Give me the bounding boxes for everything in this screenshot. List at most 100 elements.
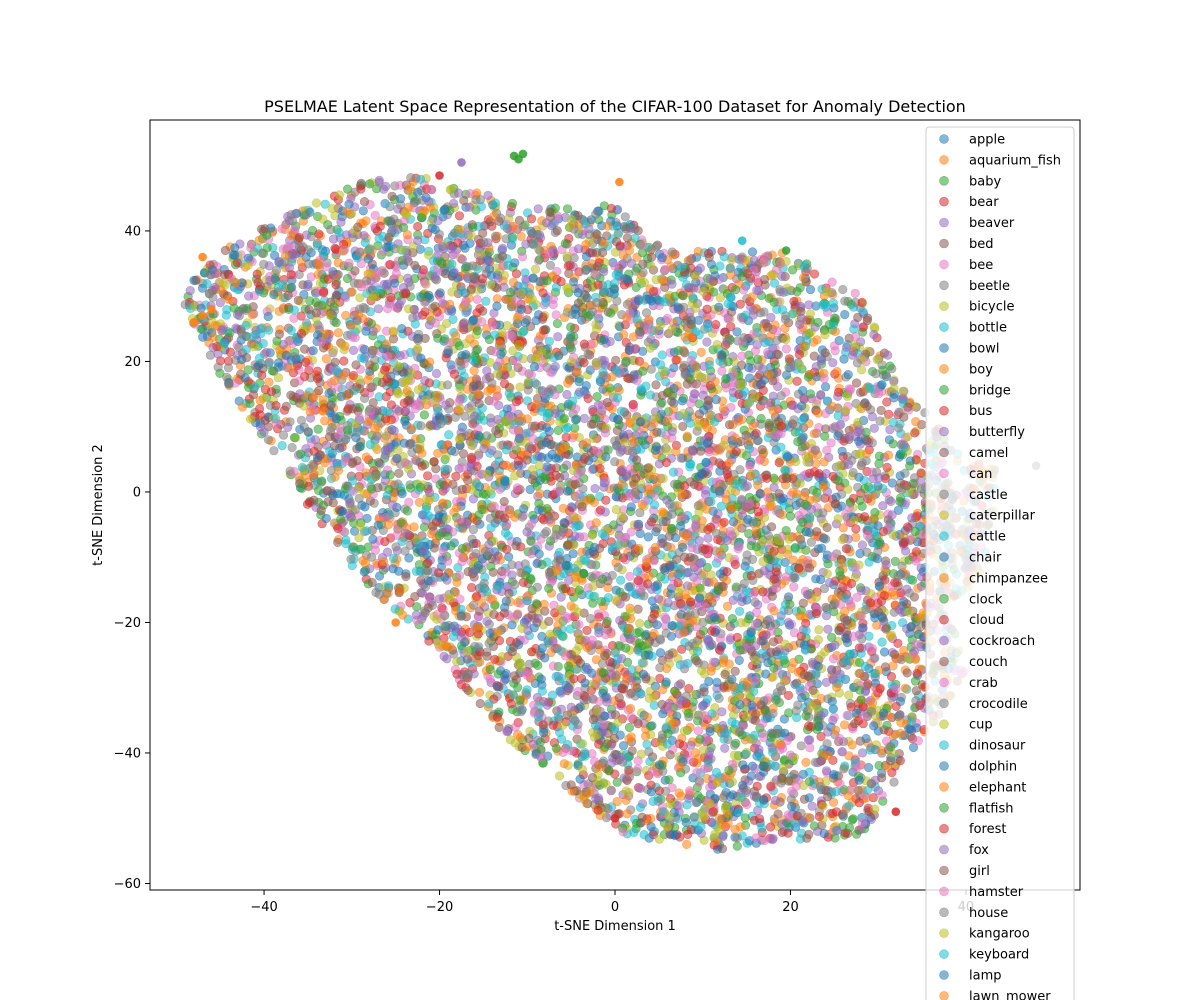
scatter-point-baby <box>602 616 612 626</box>
scatter-point-crab <box>745 461 755 472</box>
scatter-point-castle <box>541 526 552 537</box>
scatter-point-dolphin <box>404 553 414 563</box>
scatter-point-boy <box>657 507 668 517</box>
scatter-point-lawn_mower <box>451 331 461 341</box>
scatter-point-cloud <box>454 211 465 221</box>
scatter-point-bridge <box>835 566 845 576</box>
scatter-point-bicycle <box>636 749 646 759</box>
scatter-point-girl <box>220 245 230 255</box>
scatter-point-baby <box>895 497 905 507</box>
scatter-point-lamp <box>643 532 653 542</box>
scatter-point-bed <box>281 401 291 411</box>
scatter-point-dolphin <box>269 289 279 300</box>
scatter-point-boy <box>625 703 636 714</box>
scatter-point-cattle <box>629 827 639 838</box>
scatter-point-aquarium_fish <box>737 414 747 425</box>
scatter-point-house <box>747 554 758 565</box>
scatter-point-bee <box>366 406 376 416</box>
scatter-point-crab <box>472 294 482 305</box>
scatter-point-bed <box>773 809 783 819</box>
scatter-point-bee <box>370 545 381 555</box>
scatter-point-clock <box>415 482 426 492</box>
scatter-point-bottle <box>557 631 567 641</box>
scatter-point-lawn_mower <box>769 606 779 616</box>
scatter-point-beetle <box>468 524 479 535</box>
scatter-point-beaver <box>783 617 794 628</box>
scatter-point-butterfly <box>401 405 411 416</box>
scatter-point-beaver <box>590 483 600 494</box>
scatter-point-cloud <box>882 397 892 407</box>
scatter-point-bed <box>666 396 677 407</box>
scatter-point-bottle <box>481 296 491 306</box>
scatter-point-crocodile <box>796 741 806 751</box>
scatter-point-bottle <box>479 415 489 425</box>
scatter-point-camel <box>387 191 397 201</box>
scatter-point-butterfly <box>759 566 769 576</box>
scatter-point-chair <box>599 334 609 345</box>
scatter-point-aquarium_fish <box>644 571 654 581</box>
scatter-point-bicycle <box>337 339 347 349</box>
scatter-point-bus <box>661 457 672 468</box>
scatter-point-keyboard <box>547 690 558 700</box>
scatter-point-cloud <box>746 570 757 581</box>
scatter-point-bus <box>569 674 579 684</box>
scatter-point-bed <box>283 290 293 301</box>
scatter-point-bicycle <box>273 373 284 383</box>
scatter-point-caterpillar <box>311 198 322 208</box>
scatter-point-bowl <box>308 346 318 356</box>
scatter-point-caterpillar <box>712 340 722 350</box>
scatter-point-dinosaur <box>642 739 652 749</box>
scatter-point-camel <box>665 750 675 760</box>
scatter-point-kangaroo <box>778 762 788 772</box>
scatter-point-cockroach <box>706 817 717 828</box>
scatter-point-beaver <box>695 263 705 273</box>
scatter-point-cockroach <box>768 833 778 844</box>
scatter-point-dinosaur <box>775 616 785 627</box>
scatter-point-fox <box>717 707 727 717</box>
scatter-point-bee <box>692 767 702 778</box>
scatter-point-bed <box>730 666 740 676</box>
scatter-point-couch <box>757 445 767 455</box>
scatter-point-clock <box>243 365 253 375</box>
scatter-point-baby <box>534 498 544 508</box>
scatter-point-cup <box>530 353 540 363</box>
scatter-point-dinosaur <box>741 749 751 759</box>
scatter-point-camel <box>300 344 310 354</box>
scatter-point-girl <box>902 668 912 678</box>
scatter-point-dinosaur <box>773 557 783 568</box>
scatter-point-elephant <box>780 323 790 333</box>
scatter-point-caterpillar <box>577 764 588 774</box>
scatter-point-fox <box>878 501 888 511</box>
scatter-point-bus <box>814 811 825 822</box>
scatter-point-crocodile <box>732 833 742 843</box>
scatter-point-dinosaur <box>660 574 670 584</box>
scatter-point-keyboard <box>347 560 357 571</box>
scatter-point-elephant <box>414 497 425 507</box>
scatter-point-aquarium_fish <box>911 417 921 427</box>
scatter-point-hamster <box>850 332 861 342</box>
scatter-point-bicycle <box>844 690 854 700</box>
scatter-point-bear <box>526 647 537 657</box>
scatter-point-cockroach <box>570 531 580 541</box>
scatter-point-boy <box>379 556 389 567</box>
scatter-point-baby <box>673 479 683 490</box>
scatter-point-aquarium_fish <box>851 532 861 543</box>
scatter-point-dinosaur <box>357 353 367 363</box>
scatter-point-bicycle <box>654 834 665 844</box>
scatter-point-dinosaur <box>518 327 528 337</box>
scatter-point-clock <box>366 319 377 329</box>
scatter-point-flatfish <box>888 439 898 449</box>
scatter-point-butterfly <box>348 345 359 356</box>
scatter-point-cockroach <box>303 281 313 292</box>
scatter-point-apple <box>507 620 517 630</box>
scatter-point-beaver <box>703 533 713 543</box>
scatter-point-bear <box>685 597 696 607</box>
scatter-point-clock <box>267 366 277 376</box>
scatter-point-butterfly <box>244 291 254 301</box>
scatter-point-castle <box>635 508 645 518</box>
scatter-point-can <box>485 674 495 684</box>
scatter-point-dinosaur <box>440 464 450 474</box>
scatter-point-lamp <box>416 353 426 363</box>
scatter-point-lamp <box>728 517 739 527</box>
